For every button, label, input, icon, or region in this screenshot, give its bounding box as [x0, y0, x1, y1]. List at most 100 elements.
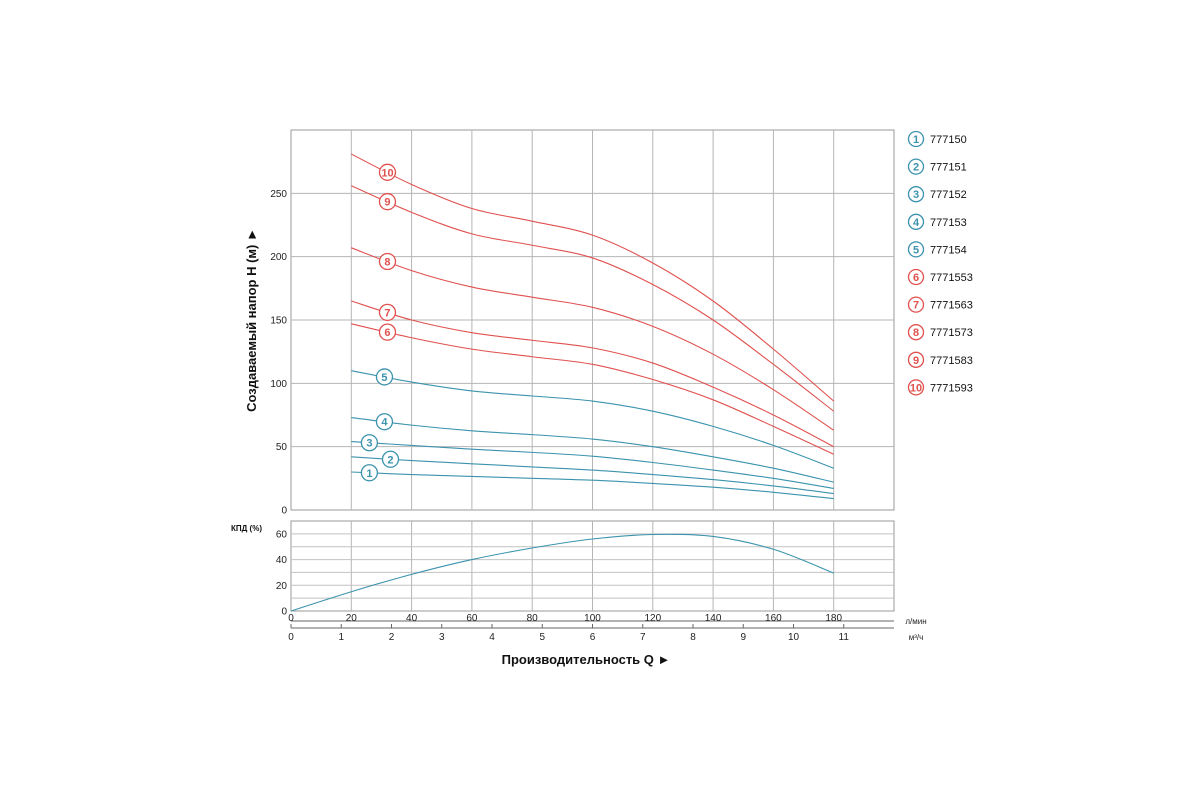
- head-y-tick-label: 250: [270, 189, 287, 200]
- legend-item: 1 777150: [907, 130, 967, 148]
- legend-item: 9 7771583: [907, 351, 973, 368]
- head-curve-10: [351, 153, 835, 402]
- efficiency-y-tick-label: 0: [281, 607, 287, 618]
- curve-marker-2: 2: [381, 450, 400, 468]
- legend-marker-number: 3: [913, 189, 919, 201]
- head-curves: [351, 153, 835, 500]
- efficiency-y-ticks: 0 20 40 60: [276, 529, 288, 617]
- curve-marker-circle: [378, 303, 397, 322]
- legend-label: 7771593: [930, 382, 973, 394]
- legend-marker-number: 4: [913, 217, 920, 229]
- legend-item: 5 777154: [907, 241, 967, 258]
- curve-marker-number: 1: [366, 468, 372, 480]
- flow-lpm-tick-label: 100: [584, 613, 601, 624]
- legend-label: 777150: [930, 134, 967, 146]
- efficiency-line: [290, 533, 834, 612]
- head-curve-1: [351, 471, 834, 500]
- legend-label: 7771563: [930, 300, 973, 312]
- flow-m3h-tick-label: 10: [788, 632, 800, 643]
- legend-marker-circle: [907, 296, 925, 313]
- flow-m3h-tick-label: 0: [288, 632, 294, 643]
- curve-marker-number: 5: [381, 372, 387, 384]
- legend-marker-circle: [907, 213, 925, 230]
- flow-lpm-tick-label: 40: [406, 613, 418, 624]
- head-y-tick-label: 50: [276, 442, 288, 453]
- curve-marker-6: 6: [378, 323, 397, 341]
- legend-marker-number: 7: [913, 300, 919, 312]
- head-curve-6: [351, 323, 834, 455]
- flow-lpm-tick-label: 0: [288, 613, 294, 624]
- head-y-ticks: 0 50 100 150 200 250: [270, 189, 287, 517]
- flow-lpm-tick-label: 120: [644, 613, 661, 624]
- curve-marker-8: 8: [378, 252, 397, 271]
- curve-marker-circle: [375, 413, 394, 431]
- flow-m3h-tick-label: 3: [439, 632, 445, 643]
- curve-marker-4: 4: [375, 413, 394, 431]
- flow-lpm-tick-label: 140: [705, 613, 722, 624]
- legend-item: 7 7771563: [907, 296, 973, 313]
- legend-item: 10 7771593: [907, 379, 973, 396]
- flow-m3h-tick-label: 9: [740, 632, 746, 643]
- legend-item: 4 777153: [907, 213, 967, 230]
- curve-marker-circle: [381, 450, 400, 468]
- head-curve-5: [351, 370, 834, 469]
- curve-marker-circle: [360, 464, 379, 482]
- efficiency-axis-label: КПД (%): [231, 524, 262, 533]
- curve-marker-3: 3: [360, 434, 379, 452]
- legend-marker-circle: [907, 158, 925, 175]
- legend-item: 2 777151: [907, 158, 967, 175]
- curve-marker-number: 4: [381, 417, 388, 429]
- legend-label: 777152: [930, 189, 967, 201]
- curve-marker-circle: [378, 163, 397, 181]
- curve-marker-number: 3: [366, 438, 372, 450]
- curve-marker-7: 7: [378, 303, 397, 322]
- head-curve-8: [351, 247, 835, 431]
- flow-lpm-tick-label: 180: [825, 613, 842, 624]
- efficiency-y-tick-label: 40: [276, 555, 288, 566]
- curve-marker-number: 6: [384, 327, 390, 339]
- head-chart-grid: [290, 129, 895, 511]
- legend-label: 777153: [930, 217, 967, 229]
- head-curve-4: [351, 416, 834, 483]
- curve-marker-circle: [360, 434, 379, 452]
- head-curve-7: [351, 300, 834, 448]
- flow-m3h-tick-label: 4: [489, 632, 495, 643]
- legend-marker-number: 2: [913, 162, 919, 174]
- legend-marker-number: 5: [913, 244, 919, 256]
- head-axis-label: Создаваемый напор H (м) ►: [244, 228, 259, 412]
- legend-marker-circle: [907, 186, 925, 203]
- head-y-tick-label: 100: [270, 379, 287, 390]
- legend-label: 7771583: [930, 355, 973, 367]
- legend-marker-number: 8: [913, 327, 919, 339]
- curve-marker-1: 1: [360, 464, 379, 482]
- flow-m3h-tick-label: 7: [640, 632, 646, 643]
- legend-marker-number: 6: [913, 272, 919, 284]
- flow-m3h-tick-label: 8: [690, 632, 696, 643]
- legend-item: 8 7771573: [907, 324, 973, 341]
- head-curve-9: [351, 185, 835, 412]
- head-y-tick-label: 150: [270, 316, 287, 327]
- curve-marker-number: 8: [384, 256, 390, 268]
- legend-marker-circle: [907, 268, 925, 286]
- curve-marker-number: 2: [387, 454, 393, 466]
- flow-lpm-tick-label: 80: [527, 613, 539, 624]
- flow-lpm-tick-label: 20: [346, 613, 358, 624]
- curve-marker-9: 9: [378, 193, 397, 211]
- flow-lpm-unit: л/мин: [905, 617, 926, 626]
- legend-marker-circle: [907, 241, 925, 258]
- curve-marker-circle: [375, 368, 394, 386]
- legend-item: 3 777152: [907, 186, 967, 203]
- legend-label: 7771553: [930, 272, 973, 284]
- legend-marker-number: 9: [913, 355, 919, 367]
- legend-label: 777151: [930, 162, 967, 174]
- curve-marker-number: 10: [381, 167, 393, 179]
- flow-m3h-axis: 0 1 2 3 4 5 6 7 8 9 10 11 м³/ч: [288, 624, 923, 643]
- legend-label: 7771573: [930, 327, 973, 339]
- head-y-tick-label: 200: [270, 252, 287, 263]
- legend-marker-number: 10: [910, 382, 922, 394]
- legend-marker-circle: [907, 130, 925, 148]
- curve-marker-5: 5: [375, 368, 394, 386]
- curve-markers: 1 2 34 5 6 7 8 9 10: [360, 163, 400, 482]
- legend-marker-number: 1: [913, 134, 919, 146]
